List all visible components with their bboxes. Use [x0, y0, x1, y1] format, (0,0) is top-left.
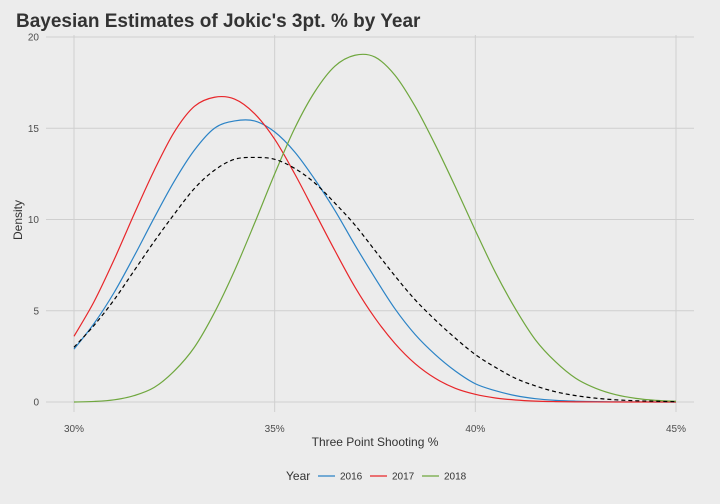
series-line-2018	[73, 53, 677, 403]
y-tick-label: 15	[28, 124, 40, 135]
legend-label-2016: 2016	[340, 472, 363, 483]
chart-title: Bayesian Estimates of Jokic's 3pt. % by …	[16, 11, 421, 32]
legend: Year 2016 2017 2018	[286, 469, 467, 483]
series-line-2016	[73, 119, 677, 403]
x-axis-ticks: 30% 35% 40% 45%	[64, 424, 686, 435]
y-tick-label: 5	[33, 306, 39, 317]
y-tick-label: 10	[28, 215, 40, 226]
legend-title: Year	[286, 469, 310, 483]
y-axis-title: Density	[11, 200, 25, 240]
x-tick-label: 30%	[64, 424, 84, 435]
legend-label-2017: 2017	[392, 472, 415, 483]
series-line-2017	[73, 95, 676, 403]
x-axis-title: Three Point Shooting %	[312, 435, 439, 449]
y-tick-label: 20	[28, 33, 40, 44]
series-line-combined	[73, 156, 677, 403]
y-tick-label: 0	[33, 398, 39, 409]
legend-label-2018: 2018	[444, 472, 467, 483]
grid	[46, 35, 694, 412]
x-tick-label: 40%	[465, 424, 485, 435]
series-lines	[73, 53, 677, 403]
x-tick-label: 35%	[265, 424, 285, 435]
y-axis-ticks: 0 5 10 15 20	[28, 33, 40, 409]
x-tick-label: 45%	[666, 424, 686, 435]
